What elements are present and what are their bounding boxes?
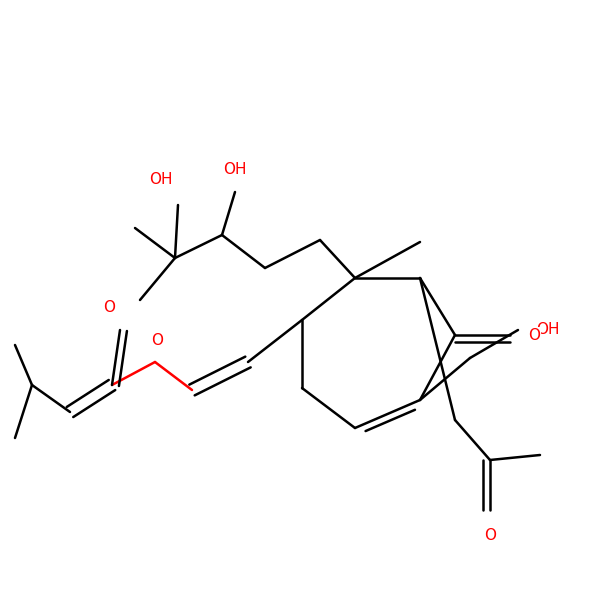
Text: O: O — [151, 333, 163, 348]
Text: OH: OH — [536, 323, 560, 337]
Text: OH: OH — [149, 172, 173, 187]
Text: O: O — [528, 328, 540, 343]
Text: OH: OH — [223, 162, 247, 177]
Text: O: O — [484, 528, 496, 543]
Text: O: O — [103, 300, 115, 315]
